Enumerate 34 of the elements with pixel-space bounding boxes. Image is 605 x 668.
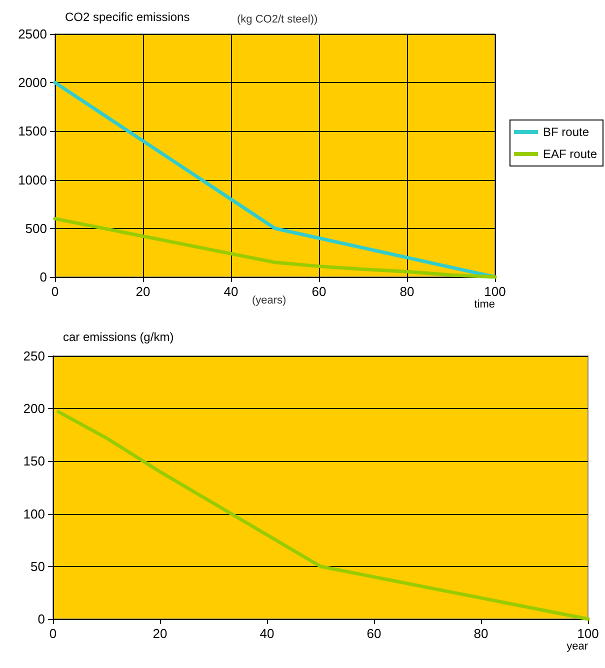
x-tick-label: 0 <box>49 626 57 641</box>
y-tick-label: 2500 <box>18 26 47 42</box>
line-series <box>53 216 497 279</box>
y-tick-label: 150 <box>23 454 45 469</box>
y-tick-label: 1500 <box>18 124 47 139</box>
y-tick-label: 0 <box>38 612 45 626</box>
y-tick-label: 100 <box>23 506 45 522</box>
y-tick-label: 200 <box>23 401 45 416</box>
x-tick-label: 40 <box>260 626 274 641</box>
y-tick-label: 500 <box>25 220 47 236</box>
x-tick-label: 20 <box>136 284 150 299</box>
x-tick-label: 100 <box>484 284 506 299</box>
y-tick-label: 250 <box>23 348 45 364</box>
legend-label: BF route <box>542 125 590 139</box>
chart-title: car emissions (g/km) <box>63 330 174 344</box>
x-tick-label: 60 <box>312 284 326 299</box>
y-tick-label: 2000 <box>18 75 47 90</box>
y-tick-label: 50 <box>30 558 45 574</box>
x-tick-label: 20 <box>152 626 168 641</box>
x-axis-title: year <box>566 640 588 652</box>
x-tick-label: 100 <box>577 626 599 641</box>
x-axis-title: time <box>474 298 495 310</box>
x-tick-label: 80 <box>474 626 488 641</box>
x-tick-label: 80 <box>400 284 414 299</box>
text: (years) <box>252 294 286 306</box>
x-tick-label: 40 <box>224 284 238 299</box>
legend-label: EAF route <box>542 147 598 161</box>
chart-title: CO2 specific emissions <box>65 10 190 24</box>
line-series <box>56 410 590 621</box>
y-tick-label: 1000 <box>18 172 47 188</box>
y-tick-label: 0 <box>40 270 47 284</box>
chart-subtitle: (kg CO2/t steel)) <box>237 14 318 26</box>
x-tick-label: 60 <box>366 626 382 641</box>
x-tick-label: 0 <box>51 284 59 299</box>
